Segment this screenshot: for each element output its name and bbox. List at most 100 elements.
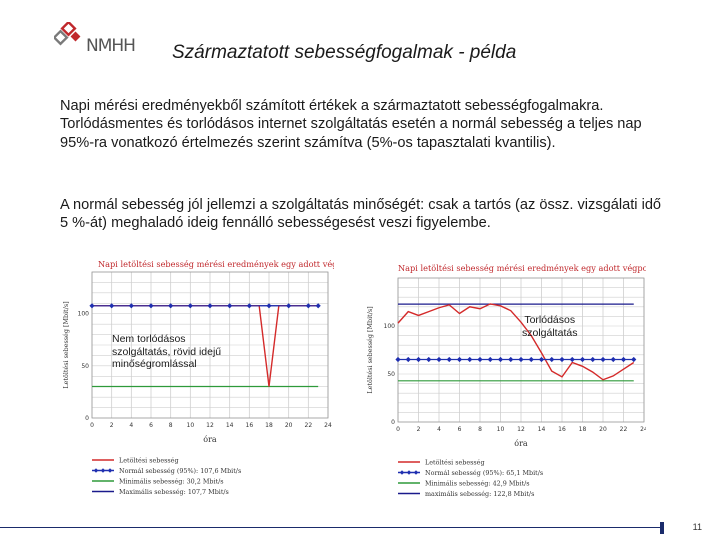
x-tick-label: 10 — [497, 426, 505, 433]
data-point-normal — [266, 303, 272, 309]
logo-text: NMHH — [86, 36, 135, 52]
y-tick-label: 0 — [391, 419, 395, 426]
x-tick-label: 2 — [417, 426, 421, 433]
y-axis-label: Letöltési sebesség [Mbit/s] — [366, 306, 374, 393]
y-tick-label: 50 — [387, 371, 395, 378]
x-tick-label: 18 — [265, 422, 273, 429]
data-point-normal — [286, 303, 292, 309]
x-tick-label: 4 — [437, 426, 441, 433]
plot-frame — [91, 271, 329, 419]
data-point-normal — [207, 303, 213, 309]
annotation-line: Nem torlódásos — [112, 333, 186, 345]
data-point-normal — [246, 303, 252, 309]
x-tick-label: 0 — [90, 422, 94, 429]
x-tick-label: 6 — [149, 422, 153, 429]
x-tick-label: 2 — [110, 422, 114, 429]
data-point-normal — [579, 356, 586, 363]
chart-uncongested-svg: Napi letöltési sebesség mérési eredménye… — [62, 259, 367, 496]
annotation-line: szolgáltatás — [522, 326, 578, 339]
data-point-normal — [227, 303, 233, 309]
x-tick-label: 12 — [206, 422, 214, 429]
data-point-normal — [446, 356, 452, 363]
data-point-normal — [610, 356, 616, 363]
data-point-normal — [569, 356, 575, 363]
slide-number: 11 — [692, 522, 702, 532]
data-point-normal — [436, 356, 442, 363]
data-point-normal — [128, 303, 134, 309]
data-point-normal — [497, 356, 504, 363]
data-point-normal — [456, 356, 463, 363]
chart-congested-svg: Napi letöltési sebesség mérési eredménye… — [366, 263, 667, 498]
x-tick-label: 22 — [305, 422, 313, 429]
x-tick-label: 24 — [324, 422, 332, 429]
legend-marker — [406, 470, 412, 475]
page-title: Származtatott sebességfogalmak - példa — [172, 42, 517, 63]
footer-mark — [660, 522, 664, 534]
x-tick-label: 20 — [599, 426, 607, 433]
x-tick-label: 4 — [129, 422, 133, 429]
paragraph-normal-speed: A normál sebesség jól jellemzi a szolgál… — [60, 197, 662, 232]
x-tick-label: 22 — [620, 426, 628, 433]
data-point-normal — [518, 356, 524, 363]
annotation-uncongested: Nem torlódásos szolgáltatás, rövid idejű… — [112, 333, 221, 371]
annotation-congested: Torlódásos szolgáltatás — [522, 314, 577, 339]
x-axis-label: óra — [203, 435, 217, 444]
data-point-normal — [109, 303, 115, 309]
series-line-download — [397, 303, 635, 381]
x-tick-label: 18 — [579, 426, 587, 433]
chart-uncongested: Napi letöltési sebesség mérési eredménye… — [56, 252, 367, 517]
data-point-normal — [187, 303, 193, 309]
y-tick-label: 100 — [78, 311, 90, 318]
data-point-normal — [395, 356, 401, 363]
data-point-normal — [89, 303, 95, 309]
data-point-normal — [600, 356, 606, 363]
legend-marker — [100, 468, 106, 473]
legend-marker — [399, 470, 405, 475]
y-tick-label: 0 — [85, 415, 89, 422]
x-tick-label: 8 — [478, 426, 482, 433]
x-tick-label: 16 — [558, 426, 566, 433]
paragraph-intro: Napi mérési eredményekből számított érté… — [60, 98, 642, 151]
legend-label: Minimális sebesség: 42,9 Mbit/s — [425, 480, 530, 488]
annotation-line: szolgáltatás, rövid idejű — [112, 345, 222, 358]
legend-label: Normál sebesség (95%): 65,1 Mbit/s — [425, 469, 543, 477]
data-point-normal — [405, 356, 411, 363]
chart-title: Napi letöltési sebesség mérési eredménye… — [98, 259, 334, 269]
x-tick-label: 0 — [396, 426, 400, 433]
data-point-normal — [477, 356, 483, 363]
data-point-normal — [467, 356, 473, 363]
data-point-normal — [508, 356, 514, 363]
y-tick-label: 100 — [384, 323, 396, 330]
legend-label: Minimális sebesség: 30,2 Mbit/s — [119, 478, 224, 486]
data-point-normal — [631, 356, 637, 363]
legend-marker — [93, 468, 99, 473]
x-tick-label: 10 — [187, 422, 195, 429]
annotation-line: minőségromlással — [112, 358, 197, 370]
y-tick-label: 50 — [81, 363, 89, 370]
data-point-normal — [549, 356, 555, 363]
x-tick-label: 14 — [226, 422, 234, 429]
x-tick-label: 6 — [458, 426, 462, 433]
legend-marker — [107, 468, 113, 473]
legend-marker — [413, 470, 419, 475]
plot-frame — [397, 277, 645, 423]
y-axis-label: Letöltési sebesség [Mbit/s] — [62, 301, 70, 388]
chart-title: Napi letöltési sebesség mérési eredménye… — [398, 263, 646, 273]
annotation-line: Torlódásos — [524, 314, 576, 326]
x-tick-label: 12 — [517, 426, 525, 433]
nmhh-logo: NMHH — [52, 20, 146, 56]
data-point-normal — [148, 303, 154, 309]
legend-label: Letöltési sebesség — [119, 457, 179, 465]
chart-congested: Napi letöltési sebesség mérési eredménye… — [364, 256, 667, 520]
x-tick-label: 20 — [285, 422, 293, 429]
data-point-normal — [590, 356, 596, 363]
data-point-normal — [620, 356, 627, 363]
data-point-normal — [528, 356, 534, 363]
data-point-normal — [559, 356, 565, 363]
data-point-normal — [426, 356, 432, 363]
footer-divider — [0, 527, 660, 528]
data-point-normal — [168, 303, 174, 309]
x-tick-label: 24 — [640, 426, 646, 433]
data-point-normal — [415, 356, 422, 363]
legend-label: Letöltési sebesség — [425, 459, 485, 467]
